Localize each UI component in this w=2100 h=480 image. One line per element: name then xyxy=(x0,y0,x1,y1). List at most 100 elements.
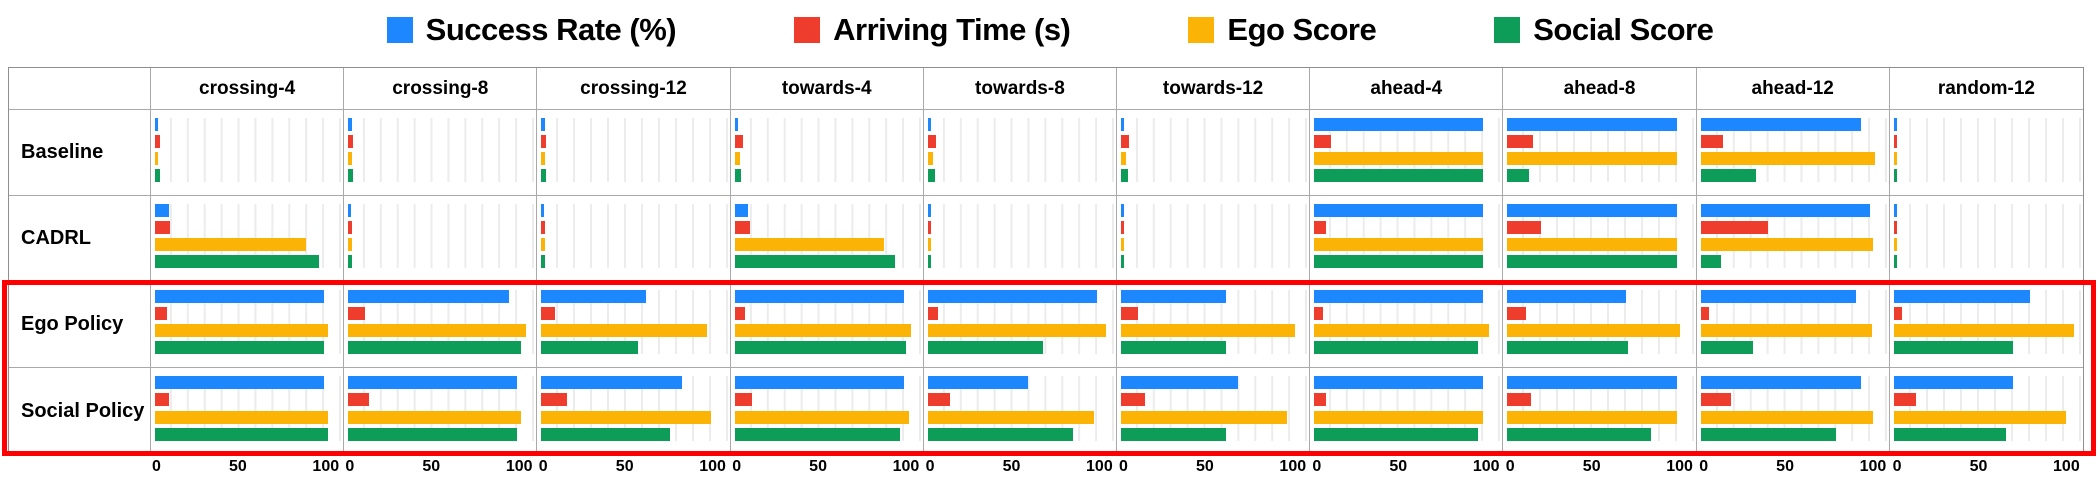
plot-area xyxy=(1314,376,1501,441)
chart-cell-ego-policy-towards-8 xyxy=(923,282,1117,368)
bar-success-rate xyxy=(734,376,904,389)
bar-social-score xyxy=(348,341,521,354)
plot-area xyxy=(348,376,535,441)
bar-social-score xyxy=(1893,255,1898,268)
axis-tick-label: 0 xyxy=(925,458,935,475)
plot-area xyxy=(734,204,921,268)
chart-cell-ego-policy-towards-12 xyxy=(1116,282,1311,368)
bar-ego-score xyxy=(155,324,328,337)
bar-success-rate xyxy=(927,204,931,217)
bar-ego-score xyxy=(927,324,1106,337)
plot-area xyxy=(155,118,342,182)
axis-tick-label: 0 xyxy=(152,458,161,475)
column-header-towards-12: towards-12 xyxy=(1116,68,1311,110)
bar-social-score xyxy=(1314,169,1484,182)
bar-arriving-time-s xyxy=(1893,221,1898,234)
axis-tick-label: 100 xyxy=(1859,458,1887,475)
legend-swatch-success-rate xyxy=(386,17,413,43)
legend-item-arriving-time-s: Arriving Time (s) xyxy=(794,12,1071,48)
bar-arriving-time-s xyxy=(541,307,555,320)
chart-cell-cadrl-towards-4 xyxy=(730,196,924,282)
bar-success-rate xyxy=(1893,290,2030,303)
legend-item-ego-score: Ego Score xyxy=(1188,12,1377,48)
bar-ego-score xyxy=(927,410,1094,424)
policy-row-ego-policy: Ego Policy xyxy=(9,282,2083,368)
plot-area xyxy=(1700,204,1887,268)
bar-success-rate xyxy=(1120,376,1238,389)
plot-area xyxy=(1314,118,1501,182)
bar-arriving-time-s xyxy=(155,135,161,148)
bar-ego-score xyxy=(541,238,545,251)
axis-tick-label: 50 xyxy=(1776,458,1794,475)
axis-spacer xyxy=(8,456,150,480)
legend-label: Success Rate (%) xyxy=(425,12,677,47)
plot-area xyxy=(1700,376,1887,441)
bar-success-rate xyxy=(1700,204,1870,217)
chart-table: crossing-4 crossing-8 crossing-12 towards-4… xyxy=(8,67,2084,455)
column-header-random-12: random-12 xyxy=(1889,68,2083,110)
bar-success-rate xyxy=(155,290,325,303)
bar-ego-score xyxy=(541,152,545,165)
bar-arriving-time-s xyxy=(1314,221,1327,234)
chart-cell-baseline-crossing-4 xyxy=(151,110,345,196)
bar-arriving-time-s xyxy=(155,221,171,234)
bar-social-score xyxy=(348,427,518,441)
bar-social-score xyxy=(1700,427,1836,441)
bar-arriving-time-s xyxy=(541,135,547,148)
bar-social-score xyxy=(541,427,671,441)
axis-tick-label: 0 xyxy=(732,458,742,475)
bar-success-rate xyxy=(1893,204,1897,217)
bar-success-rate xyxy=(1893,376,2013,389)
plot-area xyxy=(734,376,921,441)
chart-cell-cadrl-crossing-4 xyxy=(151,196,345,282)
bar-social-score xyxy=(1120,341,1226,354)
chart-cell-baseline-ahead-8 xyxy=(1503,110,1697,196)
bar-arriving-time-s xyxy=(1700,307,1710,320)
axis-tick-label: 100 xyxy=(892,458,920,475)
chart-cell-social-policy-ahead-8 xyxy=(1503,368,1697,454)
axis-tick-label: 100 xyxy=(1086,458,1113,475)
bar-social-score xyxy=(1700,169,1757,182)
bar-ego-score xyxy=(1314,410,1484,424)
chart-cell-social-policy-crossing-8 xyxy=(344,368,538,454)
plot-area xyxy=(1893,118,2081,182)
plot-area xyxy=(155,376,342,441)
bar-social-score xyxy=(1893,427,2007,441)
plot-area xyxy=(1507,118,1694,182)
column-header-crossing-8: crossing-8 xyxy=(344,68,538,110)
plot-area xyxy=(1893,204,2081,268)
column-header-towards-4: towards-4 xyxy=(730,68,924,110)
axis-tick-label: 50 xyxy=(228,458,247,475)
bar-arriving-time-s xyxy=(1893,307,1903,320)
bar-arriving-time-s xyxy=(1120,135,1130,148)
chart-cell-ego-policy-ahead-8 xyxy=(1503,282,1697,368)
chart-cell-cadrl-towards-12 xyxy=(1116,196,1311,282)
bar-success-rate xyxy=(348,118,352,131)
axis-tick-label: 0 xyxy=(1699,458,1709,475)
bar-arriving-time-s xyxy=(1700,135,1723,148)
bar-ego-score xyxy=(1507,152,1677,165)
bar-social-score xyxy=(927,255,932,268)
bar-ego-score xyxy=(1507,410,1677,424)
bar-success-rate xyxy=(734,204,749,217)
bar-arriving-time-s xyxy=(1120,393,1145,407)
plot-area xyxy=(348,204,535,268)
axis-tick-label: 0 xyxy=(1118,458,1128,475)
bar-social-score xyxy=(1507,341,1628,354)
bar-ego-score xyxy=(734,238,884,251)
bar-arriving-time-s xyxy=(348,393,369,407)
chart-cell-baseline-towards-12 xyxy=(1116,110,1311,196)
legend-swatch-ego-score xyxy=(1188,17,1215,43)
bar-social-score xyxy=(734,427,901,441)
bar-ego-score xyxy=(1314,324,1489,337)
chart-cell-baseline-crossing-8 xyxy=(344,110,538,196)
bar-ego-score xyxy=(1120,238,1125,251)
chart-cell-ego-policy-random-12 xyxy=(1889,282,2083,368)
axis-tick-label: 0 xyxy=(538,458,548,475)
bar-success-rate xyxy=(348,204,352,217)
bar-success-rate xyxy=(541,204,545,217)
chart-cell-baseline-ahead-12 xyxy=(1696,110,1890,196)
axis-cell-towards-4: 0 50 100 xyxy=(730,456,923,480)
bar-ego-score xyxy=(155,152,159,165)
bar-success-rate xyxy=(1314,204,1484,217)
